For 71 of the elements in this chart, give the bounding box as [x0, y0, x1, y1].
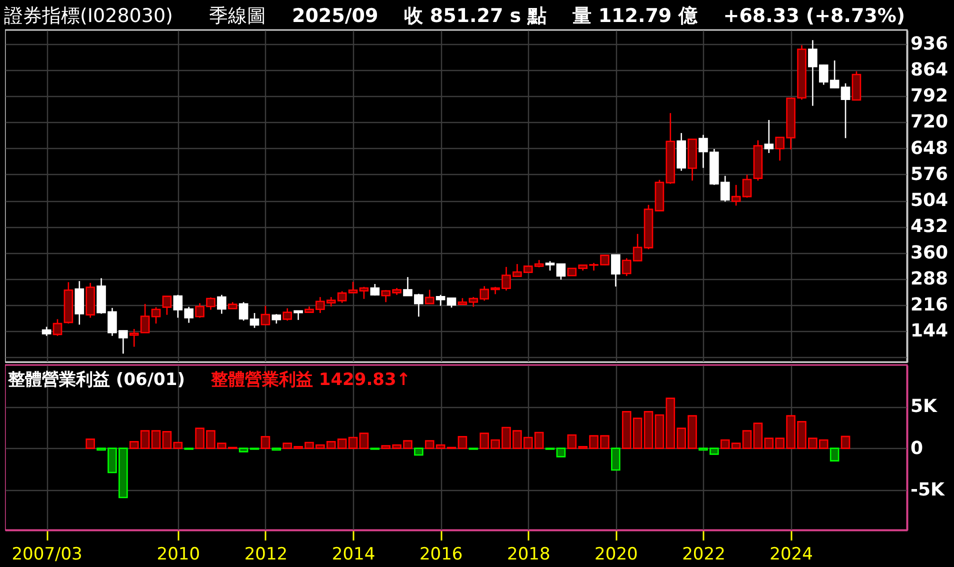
x-tick-label: 2012 — [244, 544, 288, 564]
y-tick-label: 864 — [910, 59, 948, 80]
y-tick-label: 0 — [910, 438, 924, 459]
candlestick — [52, 318, 62, 337]
y-tick-label: 360 — [910, 242, 948, 264]
bar — [654, 414, 664, 449]
candlestick — [446, 297, 456, 308]
y-tick-label: 720 — [910, 112, 948, 133]
bar — [753, 422, 763, 449]
chart-title: 整體營業利益 (06/01) — [8, 369, 185, 391]
bar — [348, 436, 358, 449]
candlestick — [294, 310, 303, 321]
x-tick-label: 2014 — [332, 544, 376, 564]
bar — [840, 436, 850, 449]
y-tick-label: 144 — [910, 320, 948, 342]
candlestick — [545, 260, 555, 272]
x-tick-label: 2024 — [770, 544, 813, 564]
candlestick — [556, 263, 566, 280]
candlestick — [162, 295, 172, 316]
y-tick-label: -5K — [910, 480, 946, 500]
candlestick — [282, 308, 292, 322]
chart-title: 證券指標(I028030) — [4, 4, 173, 29]
x-tick-label: 2020 — [594, 544, 638, 564]
chart-subtitle: 季線圖 — [208, 4, 266, 29]
bar — [151, 430, 161, 449]
y-tick-label: 432 — [910, 216, 948, 238]
bar — [260, 436, 270, 449]
y-tick-label: 576 — [910, 164, 948, 185]
candlestick — [764, 119, 774, 154]
bar — [414, 448, 424, 456]
text: 2025/09 — [292, 5, 378, 27]
bar — [611, 448, 620, 471]
candlestick — [348, 281, 358, 294]
candlestick — [436, 294, 446, 306]
bar — [742, 430, 752, 449]
candlestick — [742, 174, 752, 198]
candlestick — [217, 294, 226, 314]
x-tick-label: 2010 — [156, 544, 200, 564]
bar — [458, 436, 468, 449]
text: 收 851.27 s 點 — [404, 4, 547, 29]
y-tick-label: 648 — [910, 138, 948, 159]
bar — [556, 448, 566, 458]
x-tick-label: 2007/03 — [12, 544, 82, 564]
y-tick-label: 936 — [910, 33, 948, 54]
candlestick — [42, 326, 52, 337]
candlestick — [151, 306, 161, 324]
candlestick — [731, 184, 741, 206]
candlestick — [424, 289, 434, 305]
candlestick — [840, 82, 850, 139]
candlestick — [272, 313, 282, 324]
candlestick — [611, 254, 620, 288]
y-tick-label: 792 — [910, 86, 948, 107]
annotation: 整體營業利益 1429.83↑ — [210, 369, 411, 391]
bar — [238, 448, 248, 452]
text: +68.33 (+8.73%) — [723, 5, 906, 27]
candlestick — [359, 286, 369, 300]
x-tick-label: 2022 — [682, 544, 726, 564]
y-tick-label: 288 — [910, 268, 948, 290]
x-tick-label: 2016 — [419, 544, 463, 564]
candlestick — [260, 305, 270, 326]
y-tick-label: 216 — [910, 294, 948, 316]
x-tick-label: 2018 — [506, 544, 550, 564]
bar — [830, 448, 840, 462]
y-tick-label: 504 — [910, 190, 948, 212]
bar — [359, 432, 369, 449]
bar — [644, 411, 654, 449]
bar — [86, 438, 95, 449]
candlestick — [250, 312, 260, 329]
y-tick-label: 5K — [910, 396, 938, 418]
text: 量 112.79 億 — [572, 4, 698, 29]
candlestick — [238, 301, 248, 322]
